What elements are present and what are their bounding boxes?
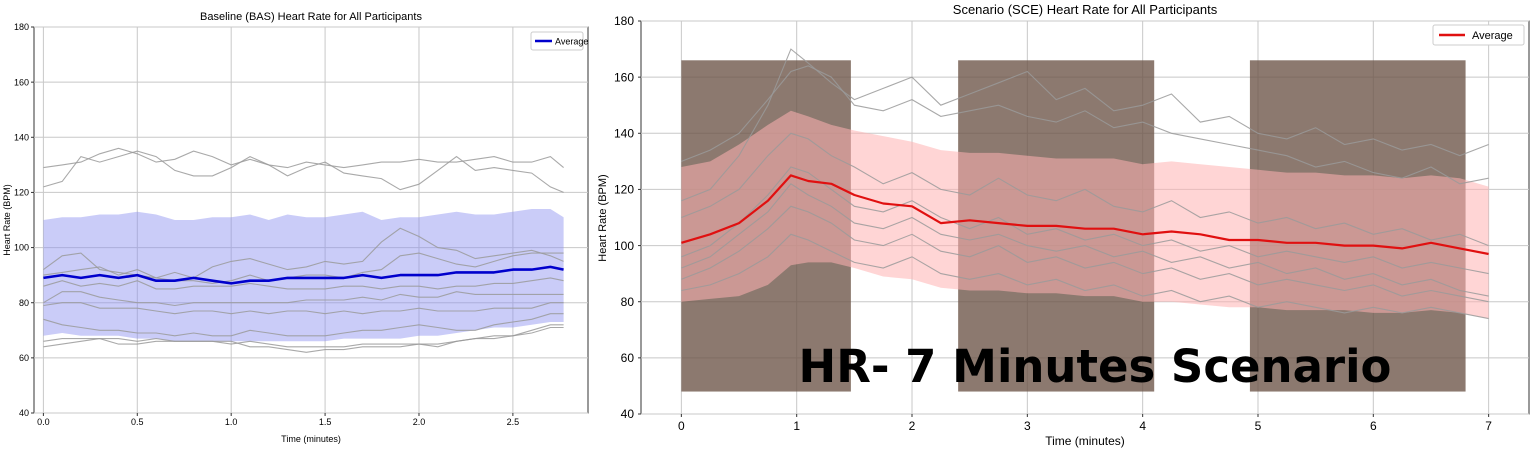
baseline-y-tick-label: 100 (14, 243, 29, 253)
scenario-participant-line (681, 183, 1489, 297)
baseline-y-tick-label: 60 (19, 353, 29, 363)
baseline-y-ticks: 40 60 80 100 120 140 160 180 (14, 22, 34, 418)
scenario-y-tick-label: 120 (614, 183, 634, 197)
baseline-x-tick-label: 0.0 (37, 417, 50, 427)
scenario-x-tick-label: 6 (1370, 419, 1377, 433)
baseline-x-tick-label: 1.0 (225, 417, 238, 427)
baseline-y-tick-label: 160 (14, 77, 29, 87)
scenario-x-tick-label: 4 (1139, 419, 1146, 433)
baseline-y-tick-label: 40 (19, 408, 29, 418)
baseline-participant-line (43, 324, 564, 348)
baseline-legend-label: Average (555, 37, 588, 47)
scenario-y-tick-label: 40 (621, 407, 635, 421)
baseline-legend-box (530, 31, 584, 51)
baseline-x-tick-label: 2.5 (507, 417, 520, 427)
baseline-x-ticks: 0.0 0.5 1.0 1.5 2.0 2.5 (37, 413, 519, 427)
baseline-participant-line (43, 150, 564, 193)
scenario-y-tick-label: 100 (614, 239, 634, 253)
baseline-plot-area (33, 26, 589, 414)
scenario-y-tick-label: 80 (621, 295, 635, 309)
baseline-grid (34, 26, 588, 414)
baseline-legend: Average (530, 31, 588, 51)
baseline-participant-line (43, 227, 564, 279)
scenario-x-tick-label: 1 (793, 419, 800, 433)
baseline-x-label: Time (minutes) (281, 434, 341, 444)
baseline-participant-lines (43, 147, 564, 353)
scenario-legend: Average (1432, 24, 1525, 46)
scenario-x-ticks: 0 1 2 3 4 5 6 7 (678, 414, 1492, 433)
baseline-participant-line (43, 252, 564, 284)
scenario-x-label: Time (minutes) (1045, 434, 1125, 448)
baseline-participant-line (43, 326, 564, 353)
scenario-x-tick-label: 2 (909, 419, 916, 433)
baseline-x-tick-label: 0.5 (131, 417, 144, 427)
scenario-participant-line (681, 205, 1489, 303)
scenario-average-group (681, 174, 1489, 256)
baseline-participant-line (43, 277, 564, 290)
baseline-chart: 0.0 0.5 1.0 1.5 2.0 2.5 40 60 80 100 120 140 160 180… (2, 11, 589, 444)
baseline-y-label: Heart Rate (BPM) (2, 184, 12, 256)
scenario-x-tick-label: 3 (1024, 419, 1031, 433)
baseline-x-tick-label: 2.0 (413, 417, 426, 427)
baseline-y-tick-label: 140 (14, 132, 29, 142)
baseline-title: Baseline (BAS) Heart Rate for All Partic… (200, 11, 422, 23)
scenario-participant-line (681, 166, 1489, 275)
baseline-participant-line (43, 291, 564, 307)
scenario-y-ticks: 40 60 80 100 120 140 160 180 (614, 14, 641, 421)
baseline-y-tick-label: 180 (14, 22, 29, 32)
scenario-y-tick-label: 140 (614, 126, 634, 140)
scenario-std-band (681, 110, 1489, 319)
scenario-y-tick-label: 180 (614, 14, 634, 28)
baseline-participant-line (43, 147, 564, 169)
scenario-x-tick-label: 7 (1485, 419, 1492, 433)
scenario-legend-box (1432, 24, 1525, 46)
scenario-y-tick-label: 160 (614, 70, 634, 84)
scenario-title: Scenario (SCE) Heart Rate for All Partic… (953, 2, 1218, 17)
baseline-y-tick-label: 80 (19, 298, 29, 308)
scenario-y-label: Heart Rate (BPM) (597, 174, 609, 261)
scenario-participant-line (681, 65, 1489, 185)
scenario-participant-line (681, 233, 1489, 320)
scenario-participant-line (681, 132, 1489, 247)
scenario-legend-label: Average (1472, 30, 1513, 42)
scenario-participant-lines (681, 48, 1489, 320)
scenario-x-tick-label: 0 (678, 419, 685, 433)
baseline-participant-line (43, 313, 564, 337)
scenario-average-line (681, 174, 1489, 256)
scenario-overlay-text: HR- 7 Minutes Scenario (799, 340, 1392, 393)
scenario-participant-line (681, 48, 1489, 202)
scenario-x-tick-label: 5 (1255, 419, 1262, 433)
baseline-average-line (43, 265, 564, 285)
scenario-chart: 0 1 2 3 4 5 6 7 40 60 80 100 120 140 160 180 Scenario … (597, 2, 1530, 448)
baseline-x-tick-label: 1.5 (319, 417, 332, 427)
scenario-y-tick-label: 60 (621, 351, 635, 365)
scenario-band-group (681, 110, 1489, 319)
baseline-y-tick-label: 120 (14, 188, 29, 198)
baseline-average-group (43, 265, 564, 285)
baseline-participant-line (43, 302, 564, 315)
